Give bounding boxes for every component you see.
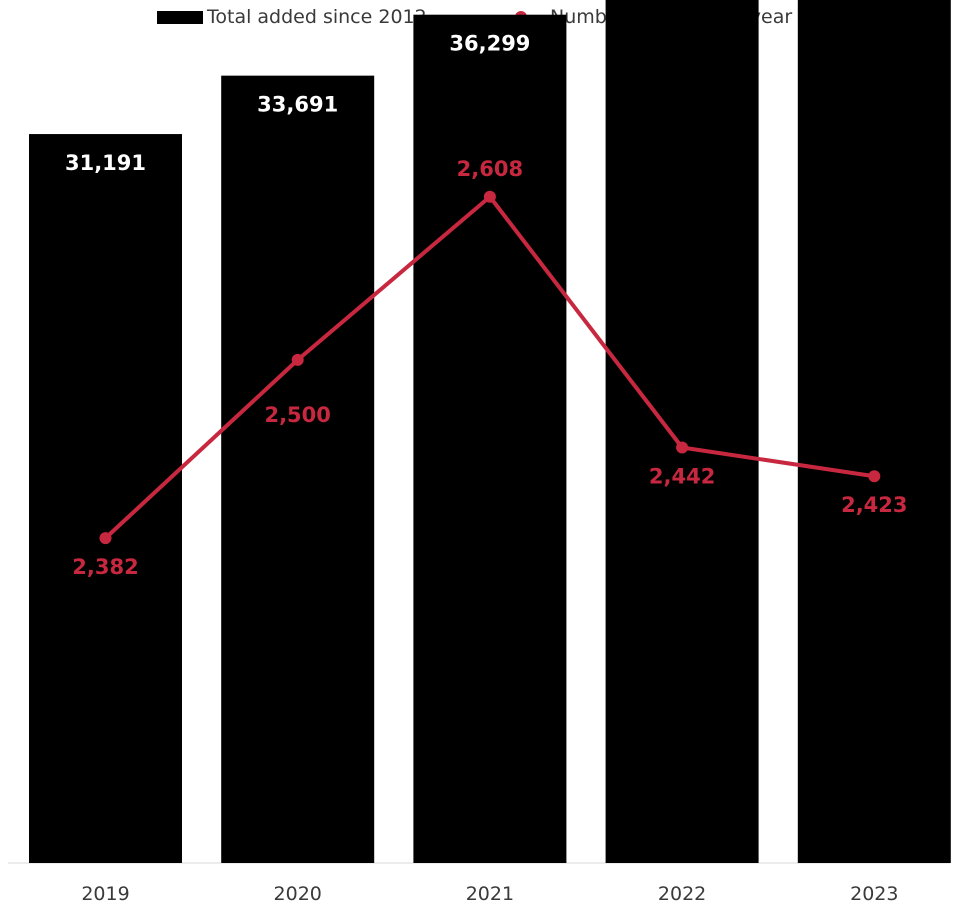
line-label-2023: 2,423	[841, 493, 907, 517]
line-point-2019	[99, 532, 112, 545]
bar-label-2021: 36,299	[449, 32, 530, 56]
bar-2023	[797, 0, 951, 864]
bar-2020	[221, 75, 375, 863]
x-tick-label-2020: 2020	[274, 883, 322, 904]
x-tick-label-2021: 2021	[466, 883, 514, 904]
bar-2021	[413, 14, 567, 863]
line-label-2022: 2,442	[649, 465, 715, 489]
legend-label-total: Total added since 2012	[207, 6, 427, 28]
bar-2019	[29, 134, 182, 863]
line-point-2021	[483, 190, 496, 203]
line-label-2020: 2,500	[264, 403, 330, 427]
x-tick-label-2019: 2019	[81, 883, 129, 904]
legend-item-total: Total added since 2012	[157, 6, 427, 28]
x-tick-label-2022: 2022	[658, 883, 706, 904]
line-label-2019: 2,382	[72, 555, 138, 579]
bar-2022	[605, 0, 759, 864]
line-point-2020	[291, 353, 304, 366]
line-label-2021: 2,608	[457, 157, 523, 181]
legend-bar-swatch	[157, 10, 203, 24]
bar-label-2020: 33,691	[257, 93, 338, 117]
bar-label-2019: 31,191	[65, 151, 146, 175]
x-tick-label-2023: 2023	[850, 883, 898, 904]
line-point-2022	[676, 441, 689, 454]
line-point-2023	[868, 470, 881, 483]
